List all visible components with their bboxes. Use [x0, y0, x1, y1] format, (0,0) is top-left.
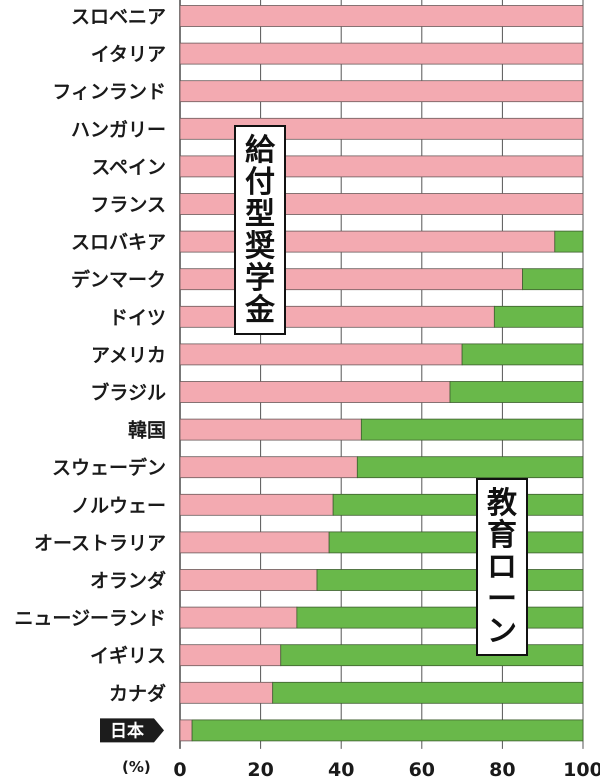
x-tick-label: 100 [563, 759, 600, 781]
category-label: オーストラリア [34, 532, 166, 554]
bar-loan [332, 493, 584, 516]
bar-loan [522, 268, 584, 291]
category-label: イタリア [91, 44, 166, 66]
callout-label: 給付型奨学金 [244, 133, 276, 328]
bar-loan [461, 343, 584, 366]
bar-loan [360, 418, 584, 441]
bar-loan [449, 381, 584, 403]
bar-scholarship [179, 5, 584, 27]
category-label: オランダ [90, 569, 166, 592]
x-axis: 0 20 40 60 80 100 (%) [122, 758, 600, 781]
category-label: スペイン [91, 156, 166, 178]
category-label: フランス [90, 194, 166, 216]
bar-scholarship [179, 305, 495, 328]
bar-scholarship [179, 681, 274, 704]
bar-loan [191, 719, 584, 742]
bar-scholarship [179, 343, 463, 366]
bar-scholarship [179, 381, 451, 403]
unit-label: (%) [122, 758, 151, 776]
bar-loan [328, 531, 584, 554]
category-label: アメリカ [91, 344, 166, 366]
bar-loan [493, 305, 584, 328]
bar-scholarship [179, 268, 523, 291]
bar-scholarship [179, 606, 298, 629]
bar-loan [356, 456, 584, 479]
bar-scholarship [179, 418, 362, 441]
x-tick-label: 40 [328, 759, 354, 781]
category-label: ブラジル [90, 381, 166, 404]
bar-scholarship [179, 80, 584, 103]
category-label: イギリス [90, 645, 166, 667]
category-label: スウェーデン [52, 456, 166, 479]
category-label: スロバキア [71, 232, 166, 254]
callout-label: 教育ローン [487, 486, 517, 649]
category-label: ハンガリー [71, 119, 166, 141]
category-label: 日本 [110, 720, 144, 741]
category-label: ノルウェー [71, 495, 166, 517]
bar-scholarship [179, 42, 584, 65]
bar-scholarship [179, 719, 193, 742]
bar-loan [272, 681, 584, 704]
category-label: ニュージーランド [14, 608, 166, 630]
bar-loan [316, 569, 584, 591]
bar-loan [280, 644, 584, 667]
bar-scholarship [179, 493, 334, 516]
bar-loan [554, 230, 584, 253]
bar-scholarship [179, 456, 358, 479]
bar-scholarship [179, 569, 318, 591]
category-label: カナダ [109, 682, 166, 705]
category-label: スロベニア [71, 6, 166, 28]
x-tick-label: 20 [247, 759, 273, 781]
bar-loan [296, 606, 584, 629]
category-label: デンマーク [71, 268, 166, 291]
callout-box [476, 478, 528, 656]
highlight-badge [100, 718, 164, 743]
bar-scholarship [179, 644, 282, 667]
callout-box [234, 125, 286, 335]
x-tick-label: 0 [173, 759, 186, 781]
bar-scholarship [179, 531, 330, 554]
x-tick-label: 80 [489, 759, 515, 781]
x-tick-label: 60 [409, 759, 435, 781]
category-label: 韓国 [128, 419, 166, 442]
category-label: フィンランド [52, 81, 166, 103]
category-label: ドイツ [109, 307, 166, 329]
category-labels: スロベニアイタリアフィンランドハンガリースペインフランススロバキアデンマークドイ… [14, 6, 166, 743]
